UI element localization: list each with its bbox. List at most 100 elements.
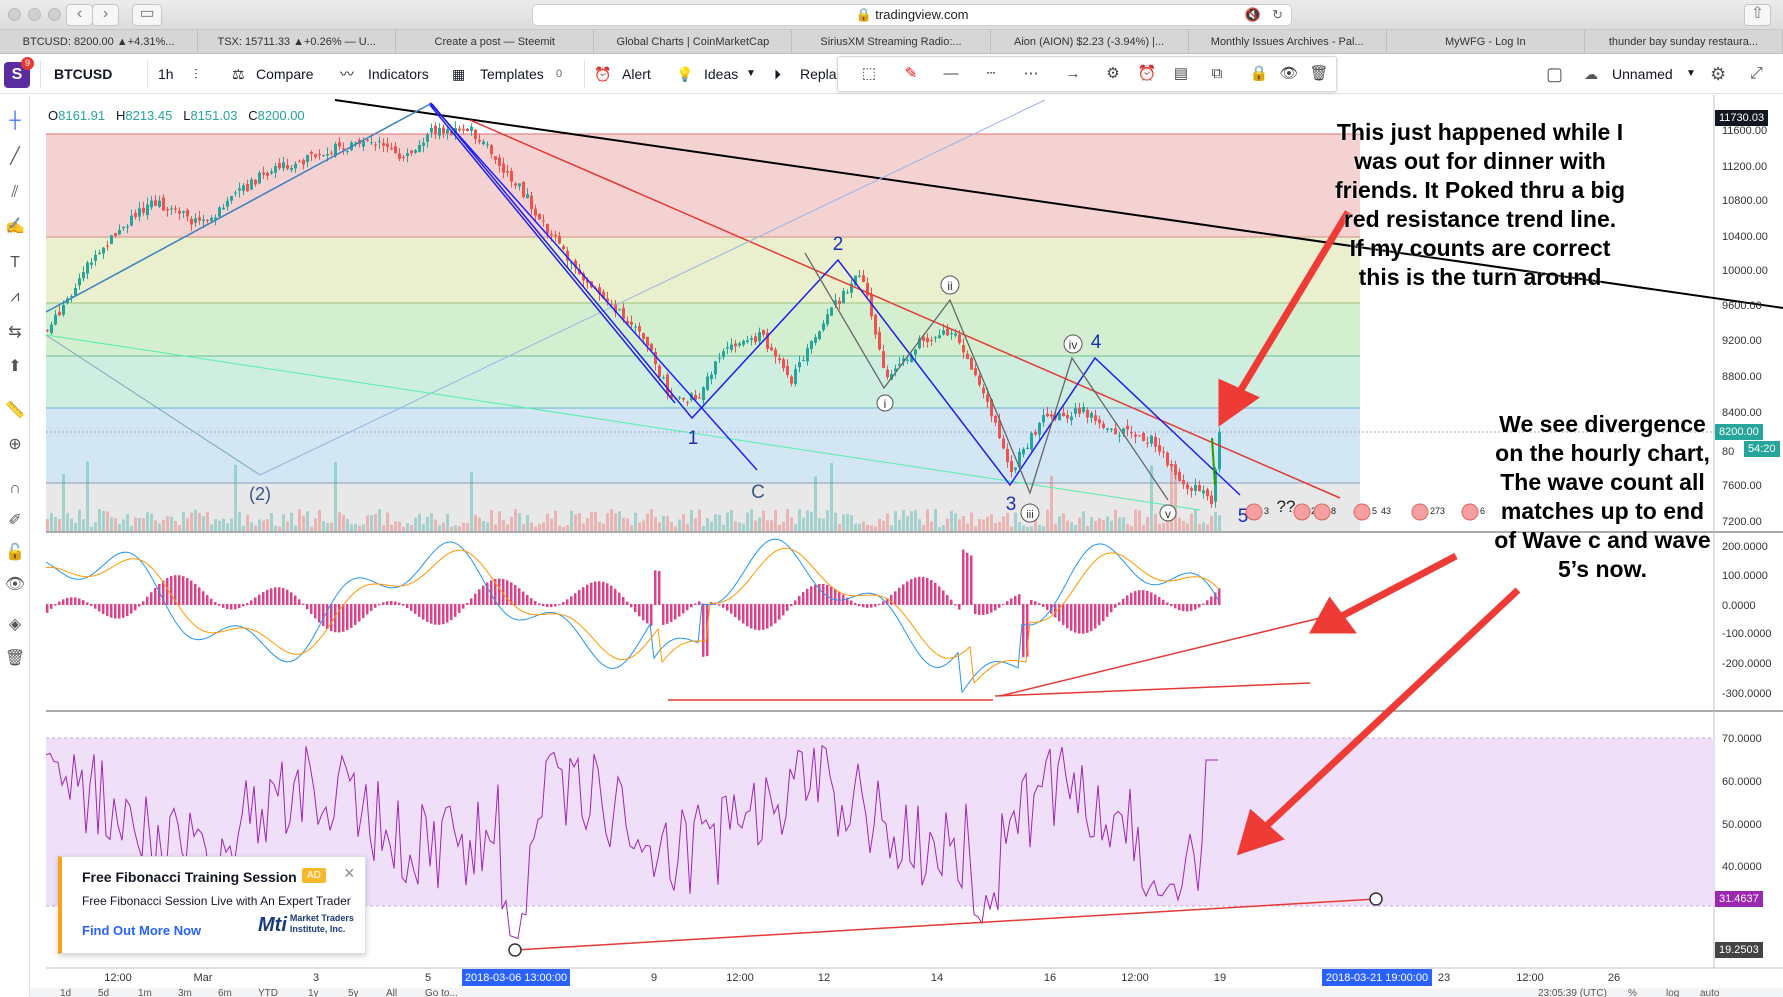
trend-line-icon[interactable]: ╱ <box>10 148 20 165</box>
trash-icon[interactable]: 🗑 <box>1309 65 1329 82</box>
brush-icon[interactable]: ✍ <box>5 218 25 235</box>
line-style-icon[interactable]: ⋯ <box>1023 65 1039 82</box>
text-tool-icon[interactable]: T <box>10 254 20 271</box>
range-button[interactable]: 1d <box>60 988 72 997</box>
ad-link[interactable]: Find Out More Now <box>82 923 202 938</box>
ruler-icon[interactable]: 📏 <box>5 402 25 419</box>
replay-button[interactable]: Repla <box>800 66 837 82</box>
close-icon[interactable]: × <box>344 863 355 883</box>
template-icon[interactable]: ⬚ <box>861 65 877 82</box>
browser-tab[interactable]: BTCUSD: 8200.00 ▲+4.31%... <box>0 30 199 53</box>
elliott-channel[interactable] <box>429 104 676 404</box>
interval-selector[interactable]: 1h <box>158 66 174 82</box>
visual-order-icon[interactable]: ▤ <box>1173 65 1189 82</box>
layout-chevron-icon[interactable]: ▼ <box>1686 68 1696 79</box>
range-button[interactable]: 3m <box>178 988 192 997</box>
log-toggle[interactable]: log <box>1666 988 1680 997</box>
stay-drawing-icon[interactable]: ✐ <box>8 512 22 529</box>
event-badge-icon[interactable] <box>1461 503 1479 521</box>
forward-button[interactable]: › <box>92 4 119 26</box>
address-bar[interactable]: 🔒 tradingview.com 🔇 ↻ <box>532 4 1292 26</box>
indicators-button[interactable]: Indicators <box>368 66 429 82</box>
layers-icon[interactable]: ◈ <box>8 616 22 633</box>
line-width-icon[interactable]: ┄ <box>986 65 996 82</box>
mute-icon[interactable]: 🔇 <box>1244 7 1261 22</box>
black-trendline[interactable] <box>334 99 1783 309</box>
browser-tab[interactable]: Global Charts | CoinMarketCap <box>594 30 793 53</box>
elliott-wave-main[interactable] <box>431 103 1241 496</box>
event-badge-icon[interactable] <box>1313 503 1331 521</box>
goto-button[interactable]: Go to... <box>425 988 458 997</box>
range-button[interactable]: 1y <box>308 988 319 997</box>
remove-drawings-icon[interactable]: 🗑 <box>4 650 26 667</box>
sidebar-toggle-icon[interactable]: ▭ <box>132 4 162 26</box>
templates-button[interactable]: Templates <box>480 66 544 82</box>
projection-line[interactable] <box>259 99 1046 476</box>
lock-drawings-icon[interactable]: 🔓 <box>5 544 25 561</box>
line-handle[interactable] <box>508 943 522 957</box>
close-window-button[interactable] <box>8 8 21 21</box>
macd-divergence-line[interactable] <box>999 617 1321 697</box>
minimize-window-button[interactable] <box>28 8 41 21</box>
browser-tab[interactable]: Aion (AION) $2.23 (-3.94%) |... <box>991 30 1189 53</box>
rsi-axis[interactable]: 70.0000 60.0000 50.0000 40.0000 <box>1722 733 1762 873</box>
hide-drawings-icon[interactable]: 👁 <box>4 576 26 593</box>
zoom-window-button[interactable] <box>48 8 61 21</box>
event-badge-icon[interactable] <box>1245 503 1263 521</box>
reload-icon[interactable]: ↻ <box>1272 7 1283 22</box>
lock-tool-icon[interactable]: 🔒 <box>1249 65 1269 82</box>
settings-icon[interactable]: ⚙ <box>1106 65 1120 82</box>
alert-button[interactable]: Alert <box>622 66 651 82</box>
browser-tab[interactable]: thunder bay sunday restaura... <box>1585 30 1783 53</box>
range-button[interactable]: 1m <box>138 988 152 997</box>
layout-name[interactable]: Unnamed <box>1612 66 1673 82</box>
range-button[interactable]: 5y <box>348 988 359 997</box>
event-badge-icon[interactable] <box>1353 503 1371 521</box>
clone-icon[interactable]: ⧉ <box>1211 65 1223 82</box>
line-end-icon[interactable]: → <box>1065 65 1081 82</box>
event-badge-icon[interactable] <box>1411 503 1429 521</box>
line-handle[interactable] <box>1369 892 1383 906</box>
red-resistance-trendline[interactable] <box>469 119 1341 499</box>
share-icon[interactable]: ⇧ <box>1744 4 1771 26</box>
prediction-icon[interactable]: ⇆ <box>8 324 22 341</box>
line-color-icon[interactable]: ― <box>943 65 959 82</box>
browser-tab[interactable]: SiriusXM Streaming Radio:... <box>792 30 991 53</box>
browser-tab[interactable]: TSX: 15711.33 ▲+0.26% — U... <box>198 30 397 53</box>
macd-axis[interactable]: 200.0000 100.0000 0.0000 -100.0000 -200.… <box>1722 541 1772 700</box>
ad-popup[interactable]: Free Fibonacci Training Session AD × Fre… <box>58 856 366 954</box>
range-button[interactable]: 5d <box>98 988 110 997</box>
alert-add-icon[interactable]: ⏰ <box>1137 65 1157 82</box>
price-axis[interactable]: 11600.00 11200.00 10800.00 10400.00 1000… <box>1722 125 1768 528</box>
crosshair-icon[interactable]: ┼ <box>9 112 21 129</box>
arrow-up-icon[interactable]: ⬆ <box>8 358 22 375</box>
macd-divergence-line[interactable] <box>994 682 1311 697</box>
elliott-wave-sub[interactable] <box>804 252 1169 501</box>
blue-trendline[interactable] <box>45 102 433 313</box>
pattern-icon[interactable]: ⩘ <box>10 288 20 305</box>
compare-button[interactable]: Compare <box>256 66 314 82</box>
event-badge-icon[interactable] <box>1293 503 1311 521</box>
ideas-button[interactable]: Ideas <box>704 66 739 82</box>
range-button[interactable]: 6m <box>218 988 232 997</box>
rsi-divergence-line[interactable] <box>514 898 1377 951</box>
percent-toggle[interactable]: % <box>1628 988 1637 997</box>
fullscreen-toggle-icon[interactable]: ▢ <box>1546 64 1564 84</box>
symbol-search[interactable]: BTCUSD <box>54 66 113 82</box>
zoom-in-icon[interactable]: ⊕ <box>8 436 22 453</box>
auto-toggle[interactable]: auto <box>1700 988 1720 997</box>
pitchfork-icon[interactable]: ⫽ <box>11 184 19 201</box>
browser-tab[interactable]: Monthly Issues Archives - Pal... <box>1189 30 1387 53</box>
candle-style-icon[interactable]: ⫶ <box>194 66 198 82</box>
channel-line[interactable] <box>429 102 758 471</box>
range-button[interactable]: All <box>386 988 398 997</box>
browser-tab[interactable]: MyWFG - Log In <box>1387 30 1585 53</box>
magnet-icon[interactable]: ∩ <box>9 480 21 497</box>
back-button[interactable]: ‹ <box>66 4 93 26</box>
browser-tab[interactable]: Create a post — Steemit <box>396 30 595 53</box>
chevron-down-icon[interactable]: ▼ <box>746 68 756 79</box>
pencil-color-icon[interactable]: ✎ <box>904 65 918 82</box>
time-axis[interactable]: 12:00 Mar 3 5 9 12:00 12 14 16 12:00 19 … <box>104 972 1620 984</box>
eye-icon[interactable]: 👁 <box>1279 65 1299 82</box>
settings-gear-icon[interactable]: ⚙ <box>1710 64 1727 84</box>
